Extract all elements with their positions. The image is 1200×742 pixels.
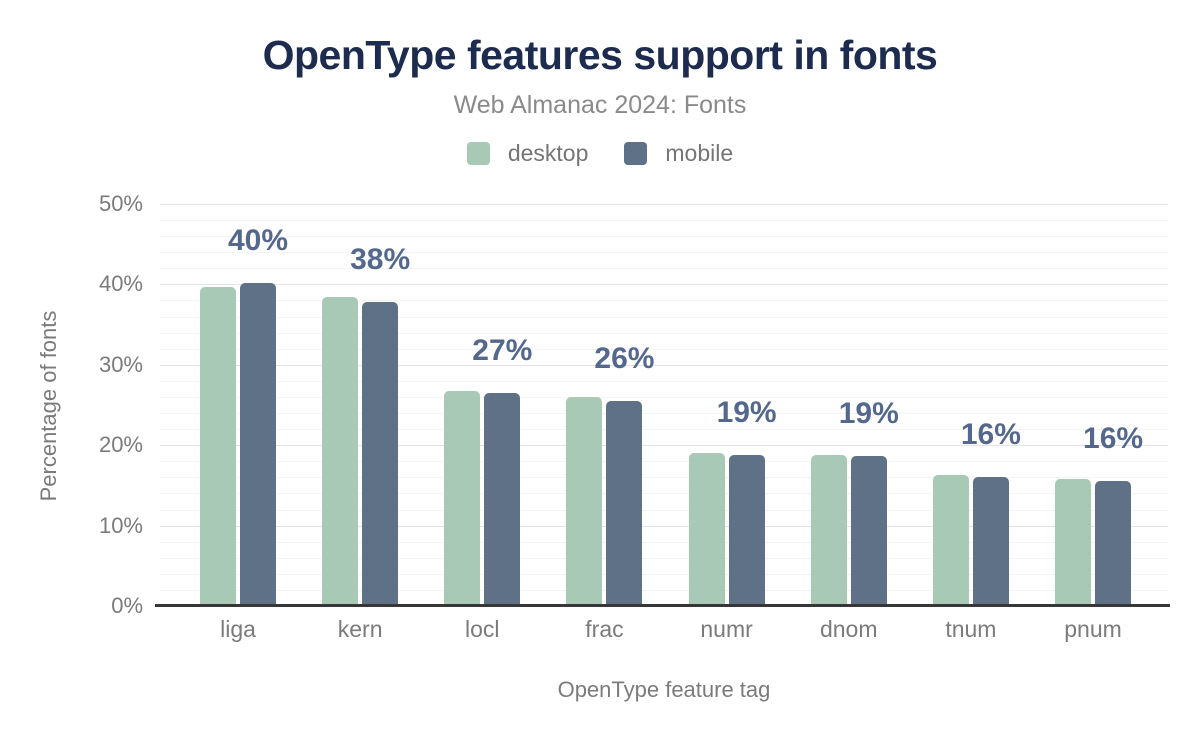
gridline-minor (160, 493, 1168, 495)
gridline-minor (160, 396, 1168, 398)
gridline-major (160, 284, 1168, 286)
y-tick-label: 10% (98, 512, 143, 538)
gridline-minor (160, 300, 1168, 302)
category-label-dnom: dnom (819, 616, 878, 642)
y-tick-label: 40% (98, 271, 143, 297)
value-label-locl: 27% (472, 333, 533, 367)
category-label-tnum: tnum (945, 616, 997, 642)
x-axis-title: OpenType feature tag (557, 677, 771, 702)
gridline-minor (160, 348, 1168, 350)
bar-desktop-kern (322, 297, 359, 606)
chart-title: OpenType features support in fonts (262, 32, 938, 78)
gridline-minor (160, 236, 1168, 238)
legend: desktop mobile (0, 140, 1200, 167)
bar-mobile-dnom (850, 456, 887, 606)
legend-swatch-mobile (624, 142, 648, 165)
chart-subtitle: Web Almanac 2024: Fonts (453, 91, 747, 119)
category-label-numr: numr (700, 616, 753, 642)
bar-mobile-kern (362, 302, 399, 606)
category-label-pnum: pnum (1064, 616, 1122, 642)
gridline-minor (160, 557, 1168, 559)
bar-desktop-locl (444, 390, 481, 606)
gridline-minor (160, 268, 1168, 270)
gridline-minor (160, 429, 1168, 431)
legend-label-mobile: mobile (665, 140, 734, 166)
bar-mobile-pnum (1095, 481, 1132, 606)
gridline-minor (160, 461, 1168, 463)
y-tick-label: 50% (98, 191, 143, 216)
value-label-kern: 38% (350, 243, 411, 277)
bar-mobile-frac (606, 400, 643, 606)
gridline-major (160, 364, 1168, 366)
y-tick-label: 0% (111, 593, 143, 618)
value-label-frac: 26% (594, 341, 655, 375)
y-tick-label: 30% (98, 351, 143, 377)
gridline-major (160, 445, 1168, 447)
value-label-numr: 19% (716, 395, 777, 429)
value-label-pnum: 16% (1083, 422, 1144, 456)
legend-swatch-desktop (466, 142, 490, 165)
gridline-major (160, 525, 1168, 527)
gridline-minor (160, 477, 1168, 479)
y-tick-label: 20% (98, 432, 143, 458)
bar-mobile-liga (240, 282, 276, 606)
bar-desktop-numr (688, 453, 725, 606)
value-label-dnom: 19% (838, 397, 899, 431)
bar-desktop-pnum (1055, 478, 1092, 606)
gridline-minor (160, 413, 1168, 415)
gridline-minor (160, 332, 1168, 334)
value-label-tnum: 16% (960, 418, 1021, 452)
bar-mobile-tnum (972, 477, 1009, 606)
category-label-kern: kern (337, 616, 383, 642)
gridline-minor (160, 252, 1168, 254)
gridline-minor (160, 380, 1168, 382)
gridline-minor (160, 316, 1168, 318)
bar-desktop-tnum (932, 474, 969, 606)
bar-desktop-dnom (810, 454, 847, 606)
gridline-minor (160, 509, 1168, 511)
gridline-minor (160, 220, 1168, 222)
value-label-liga: 40% (227, 223, 289, 257)
bar-desktop-liga (200, 286, 236, 606)
bar-mobile-locl (484, 392, 521, 606)
legend-label-desktop: desktop (507, 140, 589, 166)
gridline-minor (160, 589, 1168, 591)
x-axis-line (155, 604, 1170, 607)
bar-mobile-numr (728, 454, 765, 606)
gridline-minor (160, 573, 1168, 575)
category-label-frac: frac (585, 616, 624, 642)
bar-desktop-frac (566, 396, 603, 606)
gridline-major (160, 204, 1168, 205)
category-label-liga: liga (220, 616, 256, 642)
legend-item-mobile: mobile (624, 140, 733, 167)
y-axis-title: Percentage of fonts (36, 310, 61, 502)
gridline-minor (160, 541, 1168, 543)
category-label-locl: locl (465, 616, 500, 642)
legend-item-desktop: desktop (466, 140, 589, 167)
